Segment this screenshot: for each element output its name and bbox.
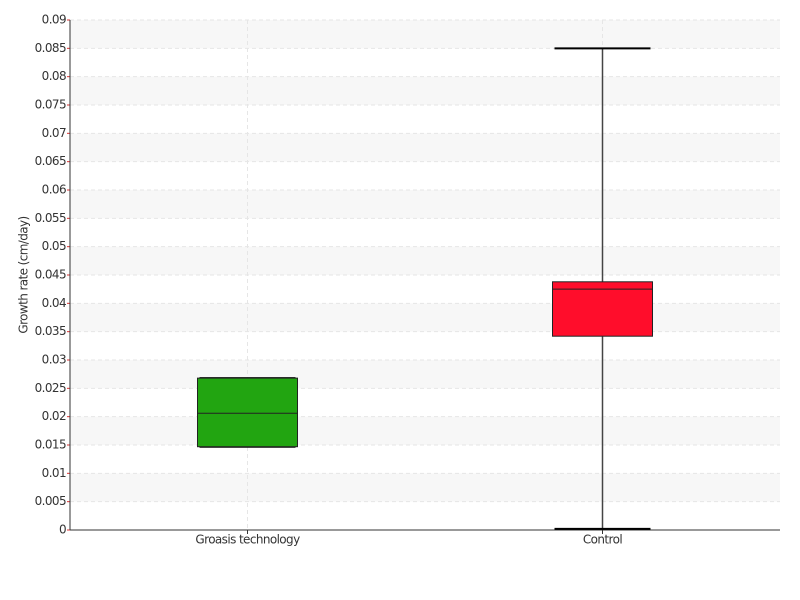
y-tick-label: 0.075 [35, 98, 66, 112]
grid-band [70, 190, 780, 219]
y-tick-label: 0.01 [42, 466, 66, 480]
y-tick-label: 0.065 [35, 154, 66, 168]
y-tick-label: 0.03 [42, 353, 66, 367]
y-tick-label: 0.04 [42, 296, 66, 310]
y-tick-label: 0.085 [35, 41, 66, 55]
grid-band [70, 360, 780, 389]
grid-band [70, 416, 780, 445]
y-tick-label: 0.06 [42, 183, 66, 197]
grid-band [70, 20, 780, 49]
y-tick-label: 0.025 [35, 381, 66, 395]
box [197, 377, 298, 448]
y-tick-label: 0.07 [42, 126, 66, 140]
y-tick-label: 0.005 [35, 494, 66, 508]
y-tick-label: 0.05 [42, 239, 66, 253]
y-tick-label: 0.055 [35, 211, 66, 225]
x-tick-label: Control [583, 533, 622, 547]
y-tick-label: 0.02 [42, 409, 66, 423]
y-tick-label: 0.08 [42, 69, 66, 83]
y-tick-label: 0.035 [35, 324, 66, 338]
grid-band [70, 246, 780, 275]
box [552, 281, 653, 337]
y-tick-label: 0.09 [42, 13, 66, 27]
grid-band [70, 473, 780, 502]
y-tick-label: 0 [59, 523, 66, 537]
y-tick-label: 0.045 [35, 268, 66, 282]
y-tick-label: 0.015 [35, 438, 66, 452]
grid-band [70, 133, 780, 162]
x-tick-label: Groasis technology [195, 533, 300, 547]
grid-band [70, 76, 780, 105]
y-axis-label: Growth rate (cm/day) [17, 216, 31, 333]
grid-band [70, 303, 780, 332]
